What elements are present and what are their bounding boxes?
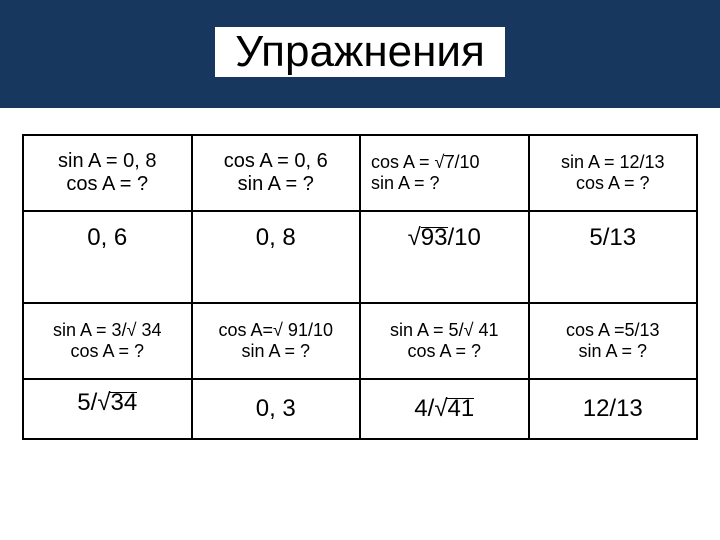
cell-1-2: √93/10 <box>360 211 529 303</box>
content-area: sin A = 0, 8 cos A = ? cos A = 0, 6 sin … <box>0 108 720 440</box>
cell-2-1: cos A=√ 91/10 sin A = ? <box>192 303 361 379</box>
q-line: cos A = 0, 6 <box>224 150 328 173</box>
answer: 4/√41 <box>414 395 474 423</box>
cell-3-2: 4/√41 <box>360 379 529 439</box>
q-line: sin A = ? <box>371 173 440 194</box>
q-line: sin A = 3/√ 34 <box>53 320 161 341</box>
q-line: cos A = √7/10 <box>371 152 479 173</box>
cell-0-1: cos A = 0, 6 sin A = ? <box>192 135 361 211</box>
cell-0-0: sin A = 0, 8 cos A = ? <box>23 135 192 211</box>
cell-3-1: 0, 3 <box>192 379 361 439</box>
exercise-grid: sin A = 0, 8 cos A = ? cos A = 0, 6 sin … <box>22 134 698 440</box>
answer: 5/√34 <box>77 389 137 417</box>
q-line: cos A = ? <box>66 173 148 196</box>
cell-0-2: cos A = √7/10 sin A = ? <box>360 135 529 211</box>
cell-2-2: sin A = 5/√ 41 cos A = ? <box>360 303 529 379</box>
answer: 0, 3 <box>256 395 296 423</box>
cell-2-3: cos A =5/13 sin A = ? <box>529 303 698 379</box>
q-line: cos A = ? <box>70 341 144 362</box>
cell-3-3: 12/13 <box>529 379 698 439</box>
answer: 0, 6 <box>87 224 127 252</box>
q-line: sin A = 5/√ 41 <box>390 320 498 341</box>
page-title: Упражнения <box>215 27 505 77</box>
cell-0-3: sin A = 12/13 cos A = ? <box>529 135 698 211</box>
cell-1-0: 0, 6 <box>23 211 192 303</box>
cell-2-0: sin A = 3/√ 34 cos A = ? <box>23 303 192 379</box>
q-line: sin A = 0, 8 <box>58 150 156 173</box>
cell-1-1: 0, 8 <box>192 211 361 303</box>
q-line: sin A = ? <box>241 341 310 362</box>
answer: 5/13 <box>589 224 636 252</box>
answer: 12/13 <box>583 395 643 423</box>
q-line: sin A = ? <box>578 341 647 362</box>
answer: √93/10 <box>408 224 481 252</box>
cell-1-3: 5/13 <box>529 211 698 303</box>
q-line: cos A=√ 91/10 <box>219 320 333 341</box>
cell-3-0: 5/√34 <box>23 379 192 439</box>
q-line: sin A = 12/13 <box>561 152 665 173</box>
title-banner: Упражнения <box>0 0 720 108</box>
q-line: cos A = ? <box>407 341 481 362</box>
q-line: sin A = ? <box>238 173 314 196</box>
q-line: cos A = ? <box>576 173 650 194</box>
q-line: cos A =5/13 <box>566 320 660 341</box>
answer: 0, 8 <box>256 224 296 252</box>
